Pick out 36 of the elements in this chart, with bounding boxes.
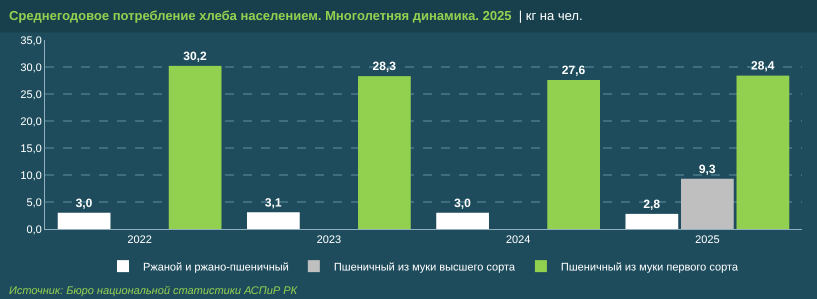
data-label: 3,0 [454, 196, 472, 210]
text: Источник: Бюро национальной статистики АСПиР РК [9, 285, 298, 297]
bar [58, 212, 110, 229]
x-tick-label: 2024 [506, 234, 530, 246]
y-tick-label: 30,0 [20, 62, 42, 74]
chart-title: Среднегодовое потребление хлеба населением. Многолетняя динамика. 2025 [9, 8, 512, 23]
bar [736, 76, 790, 229]
data-label: 28,3 [372, 59, 396, 74]
data-label: 30,2 [183, 48, 207, 63]
bar [246, 212, 300, 229]
legend-label: Пшеничный из муки первого сорта [560, 261, 739, 274]
x-tick-label: 2023 [316, 234, 342, 246]
y-tick-label: 10,0 [20, 170, 42, 182]
y-tick-label: 5,0 [26, 196, 42, 209]
x-tick-label: 2022 [127, 234, 152, 246]
y-tick-label: 35,0 [20, 34, 42, 47]
bar [436, 212, 489, 229]
bar [681, 178, 734, 229]
bar [625, 214, 678, 229]
bar [358, 76, 411, 229]
y-tick-label: 0,0 [26, 224, 42, 236]
y-tick-label: 20,0 [20, 116, 42, 128]
y-tick-label: 15,0 [20, 142, 42, 155]
data-label: 2,8 [643, 196, 660, 211]
bar [168, 66, 222, 229]
legend-label: Ржаной и ржано-пшеничный [143, 261, 289, 274]
data-label: 27,6 [562, 62, 586, 77]
data-label: 3,0 [76, 196, 93, 210]
chart-subtitle: | кг на чел. [518, 8, 583, 23]
legend-label: Пшеничный из муки высшего сорта [334, 261, 516, 274]
data-label: 28,4 [751, 58, 775, 73]
bar [547, 80, 600, 229]
x-tick-label: 2025 [695, 234, 720, 246]
data-label: 3,1 [264, 195, 282, 210]
data-label: 9,3 [698, 162, 716, 176]
y-tick-label: 25,0 [20, 88, 42, 101]
